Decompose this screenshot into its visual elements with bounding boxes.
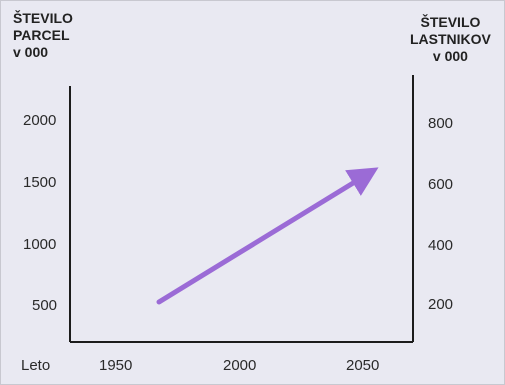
right-axis-title: ŠTEVILO LASTNIKOV v 000: [410, 14, 491, 65]
right-axis-title-line-2: LASTNIKOV: [410, 31, 491, 47]
right-tick-label: 200: [428, 296, 454, 313]
x-tick-label: 1950: [99, 357, 133, 374]
left-tick-label: 1500: [23, 174, 57, 191]
left-axis-title-line-2: PARCEL: [13, 27, 70, 43]
right-tick-label: 600: [428, 176, 454, 193]
x-tick-label: 2000: [223, 357, 257, 374]
right-tick-label: 800: [428, 115, 454, 132]
left-axis-title: ŠTEVILO PARCEL v 000: [13, 10, 73, 61]
right-tick-label: 400: [428, 237, 454, 254]
left-axis-unit: v 000: [13, 44, 49, 60]
trend-arrow: [156, 167, 379, 305]
left-axis-title-line-1: ŠTEVILO: [13, 10, 73, 26]
right-axis-title-line-1: ŠTEVILO: [420, 14, 481, 30]
x-axis-title: Leto: [21, 357, 51, 374]
x-tick-label: 2050: [346, 357, 380, 374]
right-axis-unit: v 000: [432, 48, 468, 64]
left-tick-label: 1000: [23, 236, 57, 253]
left-tick-label: 2000: [23, 112, 57, 129]
left-tick-label: 500: [32, 297, 58, 314]
